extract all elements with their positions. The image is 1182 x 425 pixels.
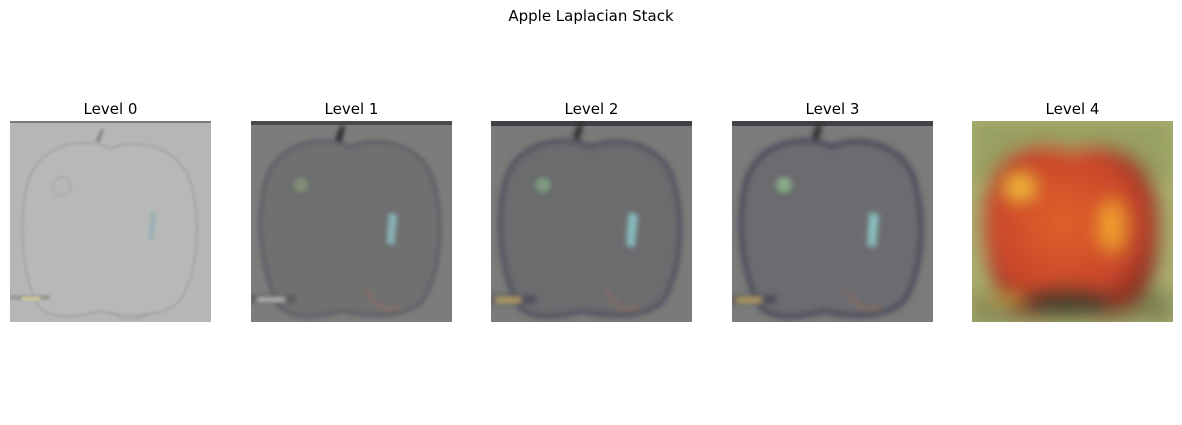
panel-title: Level 1	[324, 100, 379, 118]
apple-laplacian-level-3-image	[732, 121, 933, 322]
apple-laplacian-level-0-image	[10, 121, 211, 322]
figure-title: Apple Laplacian Stack	[508, 7, 674, 25]
panel-title: Level 2	[564, 100, 619, 118]
panel-level-1: Level 1	[251, 100, 452, 322]
panel-level-0: Level 0	[10, 100, 211, 322]
panel-level-3: Level 3	[732, 100, 933, 322]
panel-title: Level 4	[1045, 100, 1100, 118]
panel-title: Level 3	[805, 100, 860, 118]
panel-title: Level 0	[83, 100, 138, 118]
panel-level-4: Level 4	[972, 100, 1173, 322]
apple-laplacian-level-1-image	[251, 121, 452, 322]
apple-laplacian-level-2-image	[491, 121, 692, 322]
apple-laplacian-level-4-image	[972, 121, 1173, 322]
panel-level-2: Level 2	[491, 100, 692, 322]
